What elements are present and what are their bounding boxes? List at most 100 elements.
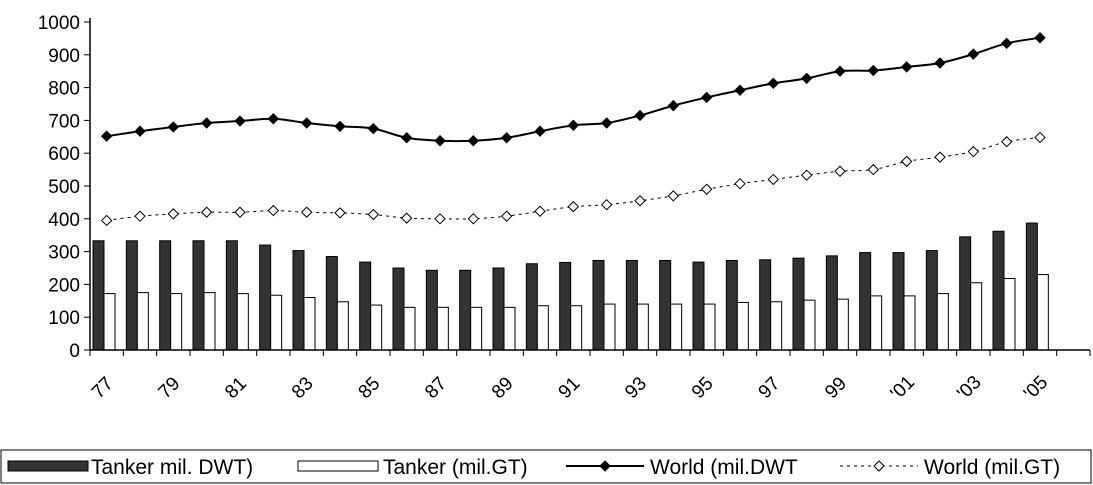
bar-tanker-dwt-82: [259, 244, 272, 351]
point-world-dwt-92: [600, 117, 613, 129]
point-world-gt-90: [534, 205, 546, 217]
point-world-gt-00: [867, 163, 880, 176]
y-tick-label-0: 0: [69, 341, 80, 362]
y-tick-label-200: 200: [48, 275, 80, 296]
point-world-gt-81: [234, 206, 246, 218]
point-world-dwt-82: [267, 113, 280, 125]
bar-tanker-dwt-05: [1025, 222, 1038, 351]
point-world-gt-04: [1000, 136, 1013, 148]
point-world-gt-03: [967, 145, 980, 158]
point-world-gt-93: [634, 195, 646, 207]
bar-tanker-dwt-97: [759, 259, 772, 351]
bar-tanker-dwt-95: [692, 261, 705, 351]
point-world-dwt-87: [434, 135, 446, 147]
x-tick-label-85: 85: [355, 373, 385, 403]
x-tick-label-01: '01: [887, 372, 919, 404]
bar-tanker-gt-87: [436, 306, 449, 351]
bar-tanker-dwt-87: [425, 269, 438, 351]
bar-tanker-gt-84: [336, 301, 349, 351]
point-world-gt-92: [600, 198, 613, 211]
bar-tanker-gt-80: [203, 292, 216, 351]
x-tick-label-77: 77: [88, 373, 118, 403]
point-world-gt-05: [1034, 131, 1046, 144]
bar-tanker-gt-83: [303, 297, 316, 351]
point-world-gt-02: [934, 151, 946, 163]
y-tick-label-700: 700: [48, 111, 80, 132]
x-tick-label-91: 91: [555, 373, 585, 403]
bar-tanker-gt-95: [703, 303, 716, 351]
point-world-gt-98: [800, 169, 813, 181]
point-world-dwt-97: [767, 77, 780, 90]
point-world-dwt-91: [567, 119, 580, 132]
legend-box: [0, 449, 1092, 484]
bar-tanker-dwt-89: [492, 267, 505, 351]
y-tick-label-100: 100: [48, 308, 80, 329]
bar-tanker-dwt-79: [159, 240, 172, 351]
point-world-dwt-78: [134, 125, 146, 137]
bar-tanker-dwt-77: [92, 240, 105, 351]
x-tick-label-89: 89: [488, 373, 518, 403]
bar-tanker-dwt-94: [659, 259, 672, 351]
bar-tanker-gt-89: [503, 306, 516, 351]
bar-tanker-dwt-81: [225, 240, 238, 351]
bar-tanker-dwt-01: [892, 252, 905, 351]
point-world-gt-83: [300, 206, 313, 218]
bar-tanker-gt-02: [936, 293, 949, 351]
bar-tanker-dwt-98: [792, 257, 805, 351]
point-world-dwt-84: [334, 120, 346, 133]
bar-tanker-gt-79: [170, 293, 183, 351]
bar-tanker-gt-05: [1036, 274, 1049, 351]
bar-tanker-gt-96: [736, 301, 749, 351]
point-world-dwt-00: [867, 64, 880, 77]
bar-tanker-gt-91: [570, 305, 583, 351]
bar-tanker-dwt-84: [325, 256, 338, 351]
bar-tanker-dwt-90: [525, 263, 538, 351]
point-world-gt-77: [100, 214, 113, 227]
point-world-dwt-93: [634, 109, 646, 122]
bar-tanker-dwt-03: [959, 236, 972, 351]
bar-tanker-dwt-92: [592, 259, 605, 351]
x-tick-label-03: '03: [953, 372, 985, 404]
bar-tanker-gt-77: [103, 293, 116, 351]
point-world-gt-91: [567, 200, 580, 213]
point-world-dwt-77: [100, 130, 113, 142]
bar-tanker-gt-81: [236, 293, 249, 351]
point-world-dwt-80: [200, 117, 213, 129]
point-world-dwt-88: [467, 135, 480, 147]
bar-tanker-gt-97: [770, 301, 783, 351]
legend-label-tanker-dwt: Tanker mil. DWT): [91, 456, 253, 479]
bar-tanker-dwt-80: [192, 240, 205, 351]
bar-tanker-gt-78: [136, 292, 149, 351]
legend-marker-world-gt: [873, 460, 885, 472]
x-tick-label-99: 99: [821, 373, 851, 403]
x-tick-label-95: 95: [688, 373, 718, 403]
point-world-dwt-86: [400, 132, 413, 144]
point-world-gt-88: [467, 213, 480, 225]
point-world-dwt-81: [234, 115, 246, 127]
bar-tanker-gt-82: [270, 294, 283, 351]
bar-tanker-gt-94: [670, 303, 683, 351]
y-tick-label-400: 400: [48, 210, 80, 231]
bar-tanker-dwt-85: [359, 261, 372, 351]
legend-swatch-tanker-dwt: [7, 460, 89, 472]
point-world-gt-79: [167, 208, 180, 220]
point-world-gt-86: [400, 212, 413, 224]
point-world-dwt-96: [734, 84, 746, 96]
bar-tanker-gt-03: [970, 282, 983, 351]
point-world-dwt-01: [900, 61, 913, 73]
bar-tanker-dwt-96: [725, 259, 738, 351]
y-tick-label-500: 500: [48, 177, 80, 198]
y-tick-label-1000: 1000: [38, 13, 80, 34]
bar-tanker-gt-04: [1003, 277, 1016, 351]
point-world-gt-99: [834, 165, 846, 177]
point-world-gt-96: [734, 177, 746, 190]
bar-tanker-gt-85: [370, 304, 383, 351]
bar-tanker-dwt-78: [125, 240, 138, 351]
point-world-dwt-05: [1034, 32, 1046, 44]
point-world-dwt-79: [167, 121, 180, 133]
legend-label-tanker-gt: Tanker (mil.GT): [383, 456, 528, 479]
point-world-gt-97: [767, 173, 780, 186]
bars-layer: [92, 222, 1049, 351]
bar-tanker-dwt-86: [392, 267, 405, 351]
y-tick-label-300: 300: [48, 243, 80, 264]
